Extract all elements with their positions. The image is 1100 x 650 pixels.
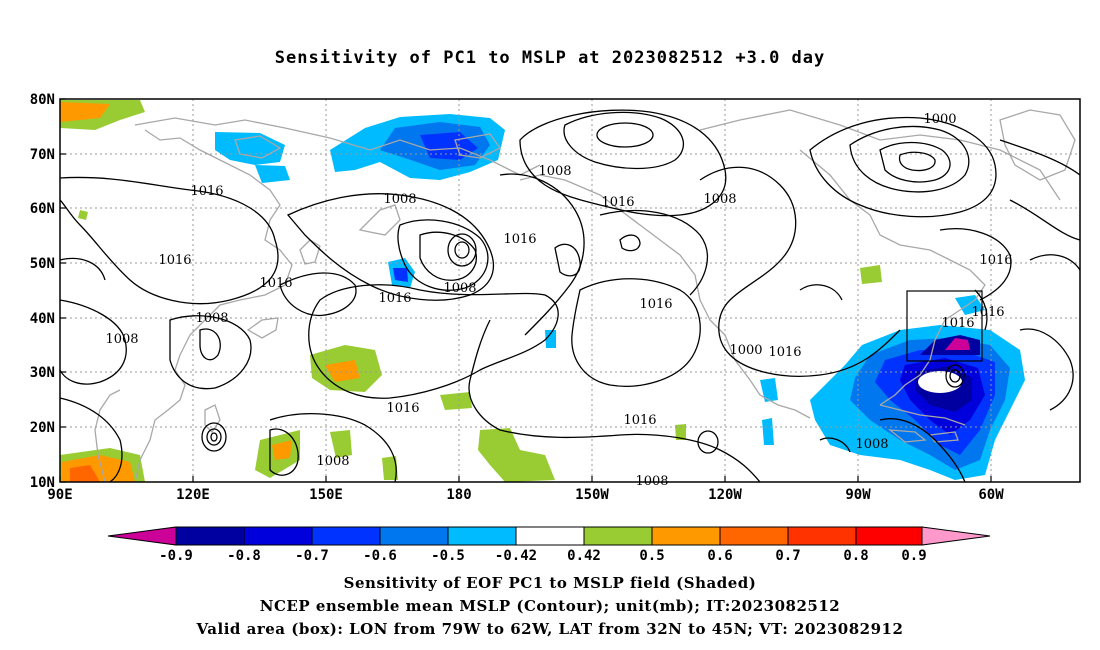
colorbar-label: 0.7 <box>775 548 800 564</box>
contour-label: 1008 <box>443 281 476 296</box>
colorbar-label: 0.42 <box>567 548 601 564</box>
contour-label: 1008 <box>538 164 571 179</box>
contour-label: 1016 <box>158 253 191 268</box>
contour-label: 1016 <box>503 232 536 247</box>
contour-label: 1016 <box>639 297 672 312</box>
contour-label: 1016 <box>259 276 292 291</box>
contour-label: 1016 <box>378 291 411 306</box>
caption-line-1: Sensitivity of EOF PC1 to MSLP field (Sh… <box>343 574 757 592</box>
contour-label: 1016 <box>941 316 974 331</box>
map-frame <box>59 98 1081 483</box>
contour-label: 1016 <box>386 401 419 416</box>
contour-label: 1008 <box>703 192 736 207</box>
contour-label: 1008 <box>195 311 228 326</box>
lat-label-50n: 50N <box>30 256 55 272</box>
colorbar-label: 0.5 <box>639 548 664 564</box>
valid-area-box <box>906 290 983 362</box>
contour-label: 1000 <box>923 112 956 127</box>
lat-label-20n: 20N <box>30 420 55 436</box>
lon-label-120w: 120W <box>708 487 742 503</box>
lon-label-90e: 90E <box>47 487 72 503</box>
colorbar-label: -0.5 <box>431 548 465 564</box>
axis-ticks <box>59 98 992 483</box>
lon-label-90w: 90W <box>845 487 871 503</box>
colorbar-label: -0.9 <box>159 548 193 564</box>
caption-line-3: Valid area (box): LON from 79W to 62W, L… <box>196 620 904 638</box>
contour-label: 1016 <box>190 184 223 199</box>
colorbar-label: -0.6 <box>363 548 397 564</box>
map-title: Sensitivity of PC1 to MSLP at 2023082512… <box>274 48 826 68</box>
lat-label-10n: 10N <box>30 475 55 491</box>
colorbar-label: 0.6 <box>707 548 732 564</box>
colorbar-label: 0.8 <box>843 548 868 564</box>
contour-label: 1000 <box>729 343 762 358</box>
contour-label: 1016 <box>768 345 801 360</box>
contour-label: 1008 <box>105 332 138 347</box>
colorbar-label: -0.7 <box>295 548 329 564</box>
grid-lines <box>60 99 1080 482</box>
mslp-contours <box>59 109 1081 483</box>
lon-label-150e: 150E <box>309 487 343 503</box>
lon-label-150w: 150W <box>575 487 609 503</box>
lat-label-60n: 60N <box>30 201 55 217</box>
colorbar-label: -0.8 <box>227 548 261 564</box>
contour-label: 1016 <box>971 305 1004 320</box>
lon-label-180: 180 <box>446 487 471 503</box>
contour-label: 1016 <box>623 413 656 428</box>
colorbar <box>107 526 991 546</box>
contour-label: 1008 <box>316 454 349 469</box>
lat-label-80n: 80N <box>30 92 55 108</box>
contour-label: 1016 <box>979 253 1012 268</box>
lat-label-30n: 30N <box>30 365 55 381</box>
contour-label: 1008 <box>383 192 416 207</box>
lat-label-70n: 70N <box>30 147 55 163</box>
lat-label-40n: 40N <box>30 311 55 327</box>
colorbar-label: -0.42 <box>495 548 537 564</box>
lon-label-120e: 120E <box>176 487 210 503</box>
caption-line-2: NCEP ensemble mean MSLP (Contour); unit(… <box>259 597 841 615</box>
coastlines <box>94 109 1076 483</box>
colorbar-label: 0.9 <box>901 548 926 564</box>
contour-label: 1016 <box>601 195 634 210</box>
lon-label-60w: 60W <box>978 487 1004 503</box>
contour-label: 1008 <box>855 437 888 452</box>
sensitivity-shading <box>60 100 1025 482</box>
contour-label: 1008 <box>635 474 668 489</box>
